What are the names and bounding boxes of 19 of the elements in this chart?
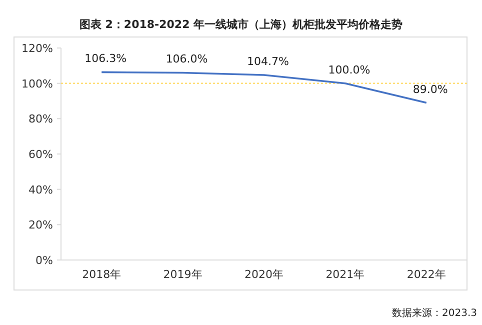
source-note: 数据来源：2023.3 xyxy=(392,307,477,319)
x-tick-label: 2020年 xyxy=(244,268,284,281)
y-tick-label: 100% xyxy=(22,77,53,90)
data-label: 89.0% xyxy=(412,82,448,96)
x-tick-label: 2022年 xyxy=(406,268,446,281)
data-label: 106.3% xyxy=(84,52,127,66)
data-label: 100.0% xyxy=(328,63,370,76)
y-tick-label: 120% xyxy=(22,42,53,55)
y-tick-label: 0% xyxy=(36,254,53,267)
x-tick-label: 2019年 xyxy=(163,268,202,281)
x-tick-label: 2018年 xyxy=(82,268,122,281)
data-label: 106.0% xyxy=(166,52,208,66)
y-tick-label: 60% xyxy=(28,148,53,161)
y-tick-label: 40% xyxy=(28,183,53,196)
y-tick-label: 80% xyxy=(28,112,53,126)
y-tick-label: 20% xyxy=(28,218,53,232)
x-tick-label: 2021年 xyxy=(326,268,365,281)
data-label: 104.7% xyxy=(247,55,289,68)
chart-title: 图表 2：2018-2022 年一线城市（上海）机柜批发平均价格走势 xyxy=(79,18,403,31)
